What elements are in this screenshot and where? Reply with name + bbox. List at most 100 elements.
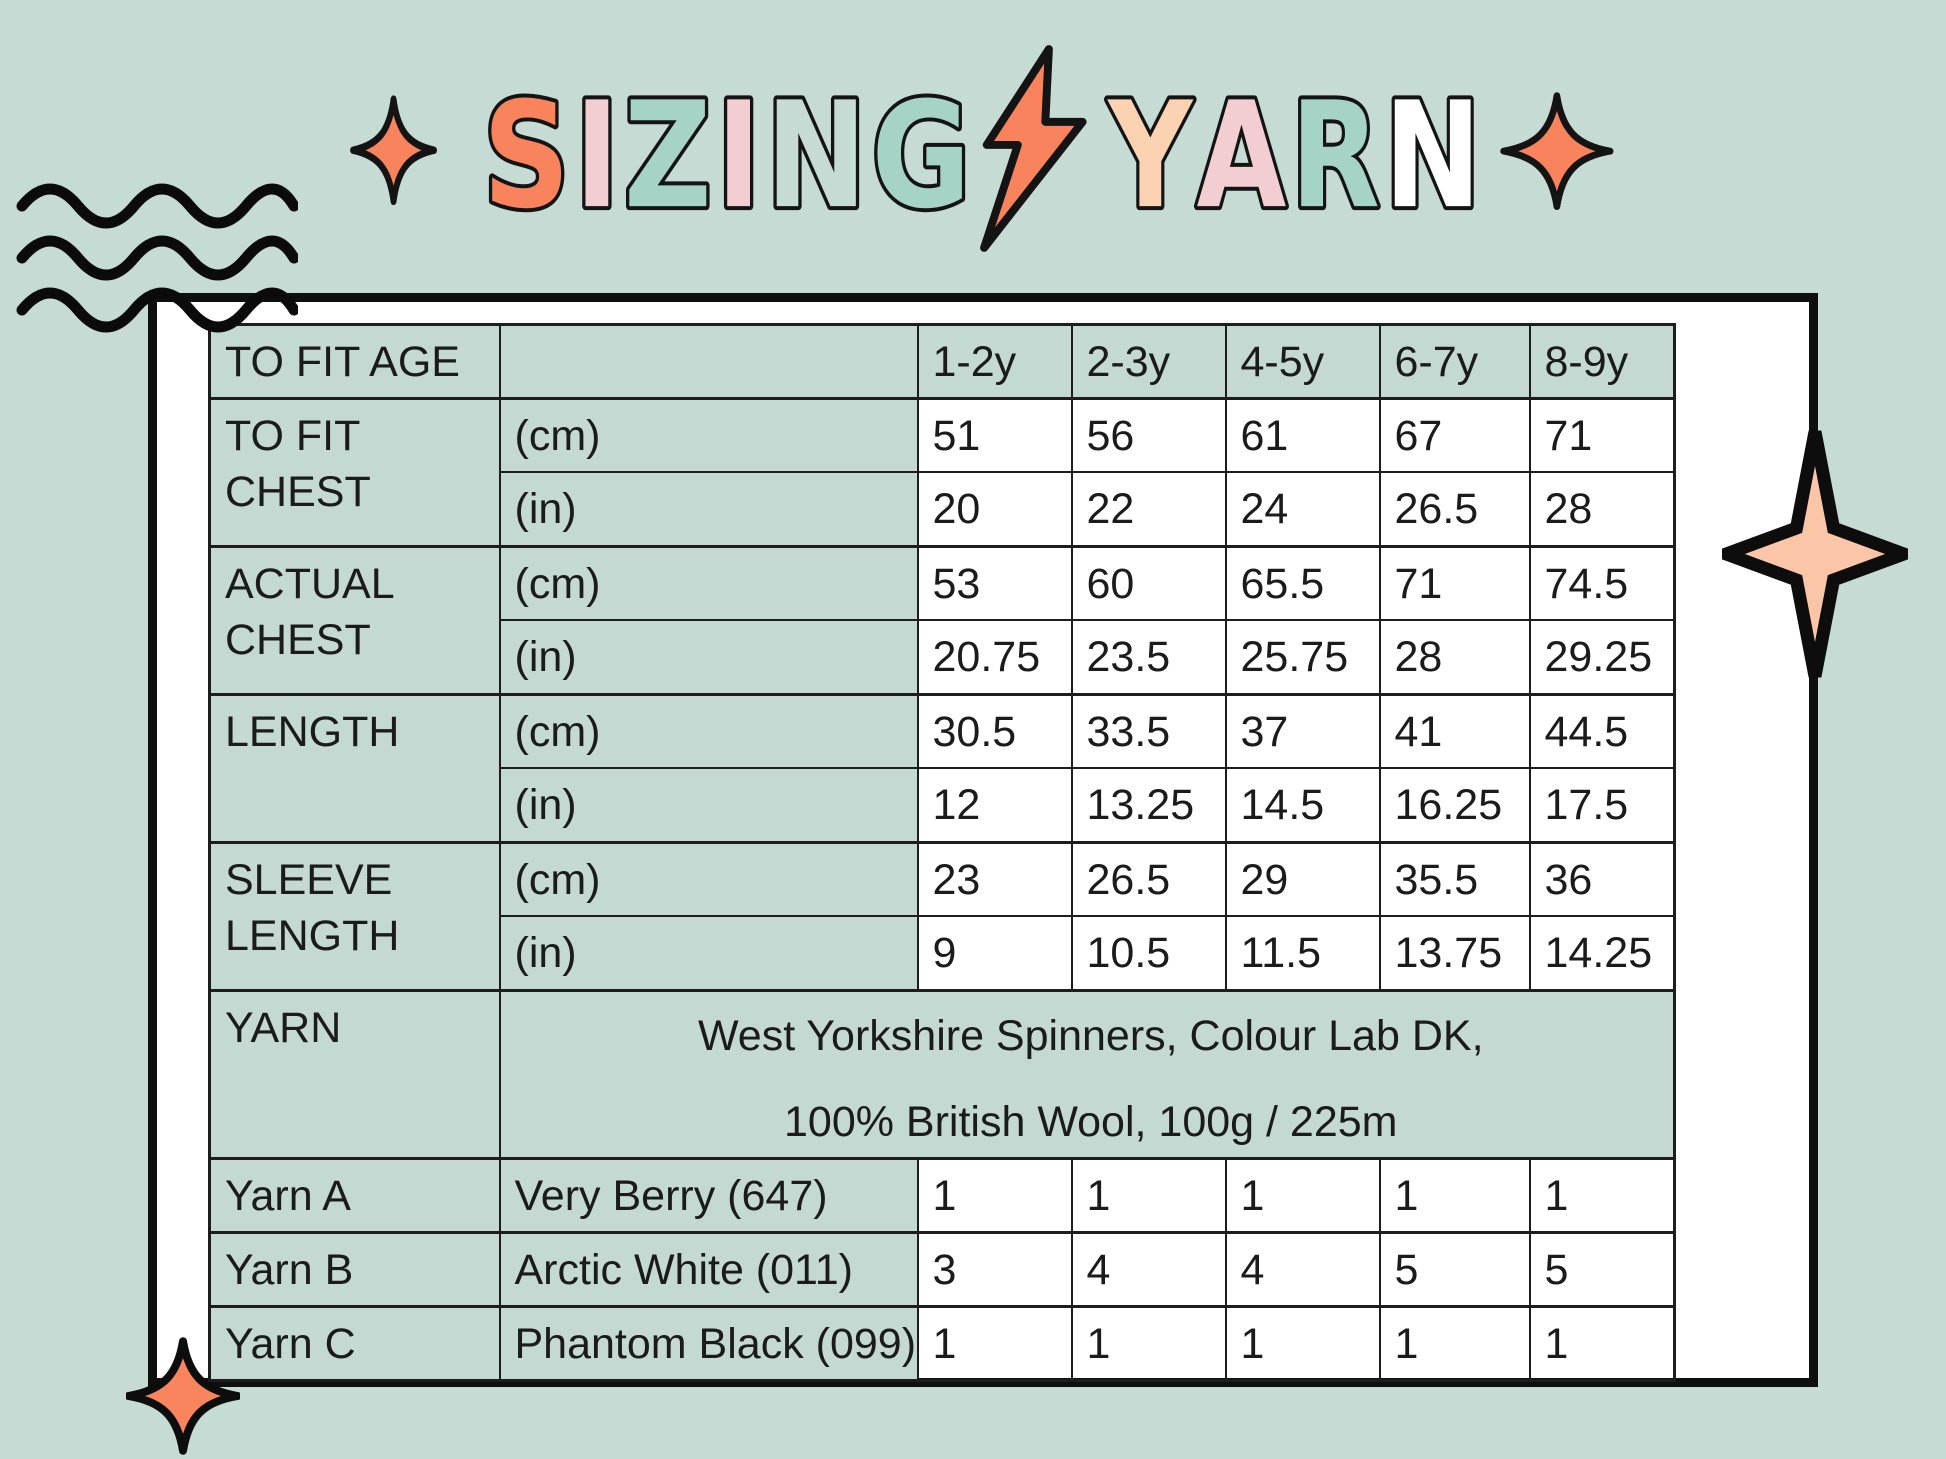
title-word-yarn: YARN bbox=[1107, 70, 1486, 241]
value-cell: 30.5 bbox=[916, 692, 1073, 770]
yarn-qty-cell: 1 bbox=[1224, 1156, 1381, 1234]
value-cell: 26.5 bbox=[1070, 840, 1227, 918]
sizing-table: TO FIT AGE 1-2y 2-3y 4-5y 6-7y 8-9y TO F… bbox=[208, 323, 1676, 1382]
yarn-header-cell: YARN bbox=[208, 988, 501, 1160]
value-cell: 28 bbox=[1528, 471, 1676, 548]
yarn-colour-cell: Very Berry (647) bbox=[498, 1156, 919, 1234]
table-row: LENGTH (cm) 30.5 33.5 37 41 44.5 bbox=[208, 692, 1676, 844]
table-row: (in) 12 13.25 14.5 16.25 17.5 bbox=[210, 767, 1676, 844]
age-column-header: 6-7y bbox=[1378, 323, 1531, 400]
value-cell: 20 bbox=[916, 471, 1073, 548]
yarn-qty-cell: 1 bbox=[916, 1304, 1073, 1382]
yarn-description-line2: 100% British Wool, 100g / 225m bbox=[784, 1097, 1398, 1146]
value-cell: 26.5 bbox=[1378, 471, 1531, 548]
age-column-header: 8-9y bbox=[1528, 323, 1676, 400]
value-cell: 14.5 bbox=[1224, 767, 1381, 844]
title-word-sizing: SIZING bbox=[483, 70, 975, 241]
value-cell: 65.5 bbox=[1224, 544, 1381, 622]
yarn-info-row: YARN West Yorkshire Spinners, Colour Lab… bbox=[208, 988, 1676, 1160]
value-cell: 74.5 bbox=[1528, 544, 1676, 622]
value-cell: 53 bbox=[916, 544, 1073, 622]
yarn-qty-cell: 1 bbox=[1378, 1304, 1531, 1382]
title-letter: G bbox=[871, 70, 975, 241]
unit-cell: (cm) bbox=[498, 396, 919, 474]
value-cell: 28 bbox=[1378, 619, 1531, 696]
row-label-cell: LENGTH bbox=[208, 692, 501, 844]
yarn-qty-cell: 1 bbox=[1378, 1156, 1531, 1234]
value-cell: 37 bbox=[1224, 692, 1381, 770]
title-letter: R bbox=[1291, 70, 1385, 241]
value-cell: 20.75 bbox=[916, 619, 1073, 696]
value-cell: 14.25 bbox=[1528, 915, 1676, 992]
age-column-header: 1-2y bbox=[916, 323, 1073, 400]
value-cell: 10.5 bbox=[1070, 915, 1227, 992]
yarn-description-line1: West Yorkshire Spinners, Colour Lab DK, bbox=[697, 1011, 1484, 1060]
sparkle-star-icon bbox=[1500, 92, 1614, 210]
star-shape bbox=[126, 1337, 240, 1455]
unit-cell: (in) bbox=[498, 767, 919, 844]
unit-cell: (in) bbox=[498, 471, 919, 548]
title-letter: S bbox=[483, 70, 575, 241]
yarn-qty-cell: 1 bbox=[1070, 1304, 1227, 1382]
value-cell: 23.5 bbox=[1070, 619, 1227, 696]
value-cell: 13.25 bbox=[1070, 767, 1227, 844]
wavy-lines-decoration bbox=[16, 183, 298, 333]
value-cell: 61 bbox=[1224, 396, 1381, 474]
value-cell: 25.75 bbox=[1224, 619, 1381, 696]
row-label-cell: ACTUAL CHEST bbox=[208, 544, 501, 696]
yarn-qty-cell: 1 bbox=[1070, 1156, 1227, 1234]
age-header-cell: TO FIT AGE bbox=[208, 323, 501, 400]
value-cell: 29.25 bbox=[1528, 619, 1676, 696]
value-cell: 44.5 bbox=[1528, 692, 1676, 770]
value-cell: 13.75 bbox=[1378, 915, 1531, 992]
wave-line bbox=[16, 183, 298, 229]
yarn-description-cell: West Yorkshire Spinners, Colour Lab DK, … bbox=[498, 988, 1676, 1160]
four-point-star-icon bbox=[1722, 430, 1908, 678]
value-cell: 24 bbox=[1224, 471, 1381, 548]
row-label-cell: TO FIT CHEST bbox=[208, 396, 501, 548]
yarn-label-cell: Yarn C bbox=[208, 1304, 501, 1382]
title-art: SIZING YARN bbox=[350, 45, 1614, 252]
value-cell: 9 bbox=[916, 915, 1073, 992]
value-cell: 71 bbox=[1378, 544, 1531, 622]
sparkle-star-icon bbox=[350, 95, 437, 206]
title-letter: Y bbox=[1107, 70, 1197, 241]
title-letter: Z bbox=[624, 70, 716, 241]
value-cell: 33.5 bbox=[1070, 692, 1227, 770]
age-column-header: 4-5y bbox=[1224, 323, 1381, 400]
yarn-qty-cell: 1 bbox=[916, 1156, 1073, 1234]
title-banner: SIZING YARN bbox=[323, 42, 1623, 255]
row-label-cell: SLEEVE LENGTH bbox=[208, 840, 501, 992]
wave-line bbox=[16, 287, 298, 333]
value-cell: 17.5 bbox=[1528, 767, 1676, 844]
lightning-bolt-icon bbox=[980, 45, 1087, 252]
value-cell: 60 bbox=[1070, 544, 1227, 622]
yarn-label-cell: Yarn A bbox=[208, 1156, 501, 1234]
table-row: TO FIT CHEST (cm) 51 56 61 67 71 bbox=[208, 396, 1676, 548]
table-card: TO FIT AGE 1-2y 2-3y 4-5y 6-7y 8-9y TO F… bbox=[148, 293, 1818, 1387]
yarn-qty-cell: 3 bbox=[916, 1230, 1073, 1308]
title-letter: A bbox=[1197, 70, 1291, 241]
yarn-row: Yarn B Arctic White (011) 3 4 4 5 5 bbox=[208, 1230, 1676, 1308]
title-letter: I bbox=[574, 70, 623, 241]
yarn-colour-cell: Arctic White (011) bbox=[498, 1230, 919, 1308]
table-row: ACTUAL CHEST (cm) 53 60 65.5 71 74.5 bbox=[208, 544, 1676, 696]
unit-cell: (in) bbox=[498, 915, 919, 992]
table-row: SLEEVE LENGTH (cm) 23 26.5 29 35.5 36 bbox=[208, 840, 1676, 992]
title-letter: N bbox=[766, 70, 872, 241]
value-cell: 41 bbox=[1378, 692, 1531, 770]
value-cell: 56 bbox=[1070, 396, 1227, 474]
yarn-label-cell: Yarn B bbox=[208, 1230, 501, 1308]
age-column-header: 2-3y bbox=[1070, 323, 1227, 400]
yarn-qty-cell: 5 bbox=[1528, 1230, 1676, 1308]
unit-cell: (in) bbox=[498, 619, 919, 696]
value-cell: 35.5 bbox=[1378, 840, 1531, 918]
unit-cell: (cm) bbox=[498, 840, 919, 918]
wave-line bbox=[16, 235, 298, 281]
value-cell: 51 bbox=[916, 396, 1073, 474]
star-shape bbox=[1722, 430, 1908, 678]
value-cell: 11.5 bbox=[1224, 915, 1381, 992]
title-letter: N bbox=[1384, 70, 1485, 241]
yarn-qty-cell: 1 bbox=[1528, 1156, 1676, 1234]
